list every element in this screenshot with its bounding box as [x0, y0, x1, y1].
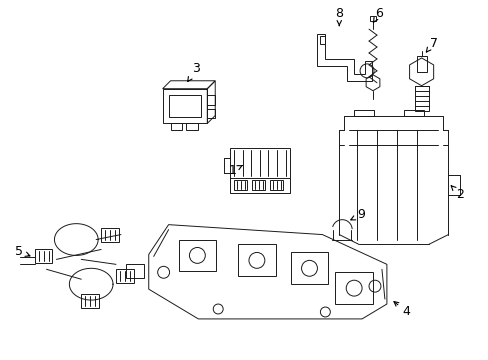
Bar	[414, 86, 427, 111]
Bar	[320, 36, 325, 44]
Text: 8: 8	[335, 7, 343, 26]
Bar	[186, 123, 198, 130]
Bar	[116, 269, 134, 283]
Text: 5: 5	[15, 245, 30, 258]
Text: 3: 3	[187, 62, 200, 81]
Bar	[163, 89, 207, 123]
Bar	[230, 148, 289, 193]
Bar	[416, 56, 426, 72]
Bar	[168, 95, 201, 117]
Text: 4: 4	[393, 302, 410, 319]
Bar	[403, 109, 423, 116]
Bar	[101, 228, 119, 242]
Bar	[81, 294, 99, 308]
Bar	[238, 244, 275, 276]
Bar	[251, 180, 264, 190]
Text: 9: 9	[350, 208, 364, 221]
Bar	[35, 249, 52, 264]
Bar	[170, 123, 182, 130]
Text: 6: 6	[372, 7, 382, 23]
Bar	[234, 180, 246, 190]
Bar	[335, 272, 372, 304]
Text: 1: 1	[229, 163, 242, 176]
Bar	[269, 180, 282, 190]
Bar	[207, 95, 215, 105]
Text: 2: 2	[450, 186, 463, 201]
Text: 7: 7	[426, 37, 437, 52]
Bar	[126, 264, 143, 278]
Bar	[290, 252, 327, 284]
Bar	[353, 109, 373, 116]
Bar	[207, 109, 215, 118]
Bar	[178, 239, 216, 271]
Bar	[369, 16, 375, 21]
